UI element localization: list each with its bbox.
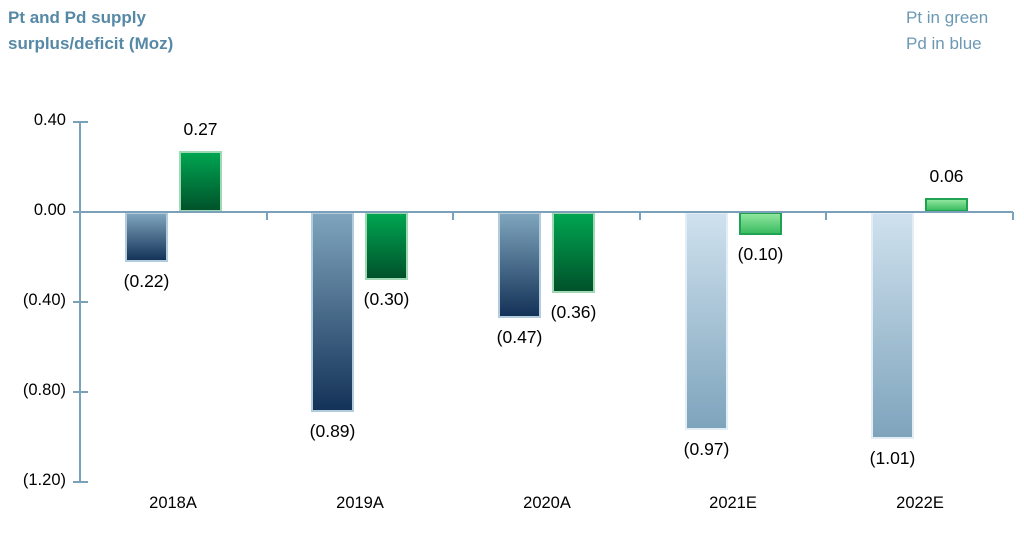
y-axis-tick [73,481,88,483]
x-label-2019a: 2019A [336,494,384,512]
y-tick-label: 0.40 [33,111,66,129]
chart-title-line2: surplus/deficit (Moz) [8,34,174,53]
bar-pd-2020a [498,212,541,318]
x-axis-tick [266,212,268,220]
chart-title: Pt and Pd supply surplus/deficit (Moz) [8,5,173,57]
chart-title-line1: Pt and Pd supply [8,8,146,27]
x-axis-tick [452,212,454,220]
bar-label-pd-2018a: (0.22) [123,271,170,291]
bar-pt-2018a [179,151,222,212]
y-tick-label: (0.40) [22,291,66,309]
x-label-2020a: 2020A [523,494,571,512]
x-label-2018a: 2018A [149,494,197,512]
bar-pt-2022e [925,198,968,212]
x-axis-tick [639,212,641,220]
chart-legend: Pt in green Pd in blue [906,5,988,57]
bar-label-pt-2022e: 0.06 [929,166,964,186]
y-tick-label: (0.80) [22,381,66,399]
bar-label-pd-2021e: (0.97) [683,439,730,459]
x-label-2021e: 2021E [709,494,757,512]
legend-pt-entry: Pt in green [906,8,989,27]
bar-pd-2019a [311,212,354,412]
x-axis-tick [825,212,827,220]
bar-pd-2018a [125,212,168,262]
bar-label-pt-2018a: 0.27 [183,119,218,139]
bar-label-pt-2020a: (0.36) [550,302,597,322]
y-axis-tick [73,391,88,393]
legend-pd-entry: Pd in blue [906,34,982,53]
bar-pd-2022e [871,212,914,439]
bar-label-pt-2021e: (0.10) [737,244,784,264]
y-axis-tick [73,301,88,303]
y-tick-label: (1.20) [22,471,66,489]
y-axis-tick [73,121,88,123]
x-axis-tick [1012,212,1014,220]
zero-line [80,211,1013,213]
bar-label-pd-2019a: (0.89) [309,421,356,441]
bar-label-pt-2019a: (0.30) [363,289,410,309]
bar-pt-2020a [552,212,595,293]
bar-pt-2021e [739,212,782,235]
bar-label-pd-2020a: (0.47) [496,327,543,347]
bar-pt-2019a [365,212,408,280]
bar-pd-2021e [685,212,728,430]
bar-label-pd-2022e: (1.01) [869,448,916,468]
y-tick-label: 0.00 [33,201,66,219]
x-label-2022e: 2022E [896,494,944,512]
